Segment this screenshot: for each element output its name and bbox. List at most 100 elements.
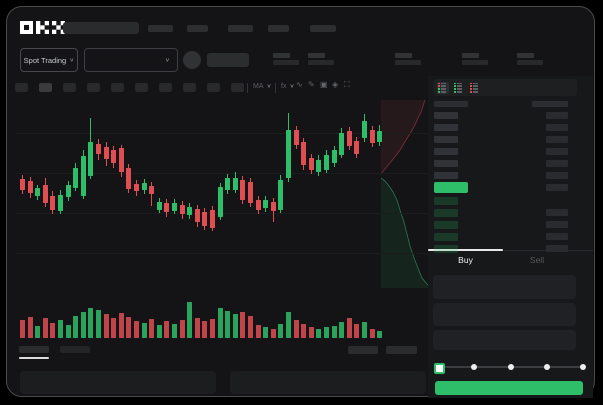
candle bbox=[42, 185, 48, 203]
orders-tab-placeholder[interactable] bbox=[19, 346, 49, 353]
nav-item-placeholder[interactable] bbox=[187, 25, 208, 32]
timeframe-button[interactable] bbox=[87, 83, 100, 92]
timeframe-button[interactable] bbox=[39, 83, 52, 92]
bid-price-placeholder[interactable] bbox=[434, 233, 458, 241]
trade-tabs-divider bbox=[428, 250, 593, 251]
slider-dot[interactable] bbox=[544, 364, 550, 370]
orderbook-view-split[interactable] bbox=[437, 81, 449, 94]
ask-price-placeholder[interactable] bbox=[434, 124, 458, 131]
stat-label-placeholder bbox=[308, 53, 325, 58]
ask-price-placeholder[interactable] bbox=[434, 148, 458, 155]
camera-icon[interactable]: ▣ bbox=[320, 80, 328, 89]
candle bbox=[248, 182, 253, 203]
price-input[interactable] bbox=[433, 275, 576, 299]
wave-icon[interactable]: ∿ bbox=[296, 80, 303, 89]
stat-value-placeholder bbox=[517, 60, 543, 65]
volume-bar bbox=[20, 320, 25, 338]
ma-indicator-dropdown[interactable]: MA ∨ bbox=[253, 83, 272, 90]
chevron-down-icon: ∨ bbox=[266, 83, 272, 90]
bid-price-placeholder[interactable] bbox=[434, 245, 458, 253]
timeframe-button[interactable] bbox=[135, 83, 148, 92]
orderbook-icon-row bbox=[438, 85, 446, 87]
slider-dot[interactable] bbox=[471, 364, 477, 370]
timeframe-button[interactable] bbox=[231, 83, 244, 92]
market-type-selector[interactable]: Spot Trading ∨ bbox=[20, 48, 78, 72]
slider-dot[interactable] bbox=[508, 364, 514, 370]
timeframe-button[interactable] bbox=[63, 83, 76, 92]
volume-bar bbox=[270, 329, 276, 338]
settings-icon[interactable]: ◈ bbox=[332, 80, 339, 89]
slider-handle[interactable] bbox=[434, 363, 445, 374]
candle bbox=[255, 200, 261, 210]
orderbook-icon-row bbox=[470, 85, 478, 87]
volume-bar bbox=[35, 326, 41, 338]
ask-amount-placeholder bbox=[546, 124, 568, 131]
candle bbox=[377, 131, 383, 142]
candle bbox=[103, 147, 109, 159]
orderbook-view-bids[interactable] bbox=[453, 82, 465, 94]
nav-item-placeholder[interactable] bbox=[268, 25, 289, 32]
stat-label-placeholder bbox=[395, 53, 412, 58]
timeframe-button[interactable] bbox=[207, 83, 220, 92]
nav-item-placeholder[interactable] bbox=[310, 25, 336, 32]
candle bbox=[149, 186, 155, 194]
ask-price-placeholder[interactable] bbox=[434, 112, 458, 119]
search-input[interactable] bbox=[63, 22, 139, 34]
ask-amount-placeholder bbox=[546, 160, 568, 167]
okx-logo bbox=[20, 21, 65, 34]
candle bbox=[225, 178, 231, 190]
orders-table-placeholder bbox=[20, 371, 216, 394]
timeframe-button[interactable] bbox=[15, 83, 28, 92]
slider-dot[interactable] bbox=[580, 364, 586, 370]
chevron-down-icon: ∨ bbox=[164, 57, 170, 63]
fx-indicator-dropdown[interactable]: fx ∨ bbox=[281, 83, 295, 90]
timeframe-button[interactable] bbox=[111, 83, 124, 92]
fullscreen-icon[interactable]: ⛶ bbox=[344, 80, 350, 89]
chart-footer-control-placeholder[interactable] bbox=[386, 346, 417, 354]
coin-avatar bbox=[183, 51, 201, 69]
ask-price-placeholder[interactable] bbox=[434, 172, 458, 179]
chart-gridline bbox=[15, 173, 428, 174]
orderbook-view-asks[interactable] bbox=[469, 82, 481, 94]
pair-selector-dropdown[interactable]: ∨ bbox=[84, 48, 178, 72]
bid-price-placeholder[interactable] bbox=[434, 209, 458, 217]
candle bbox=[27, 181, 33, 193]
stat-label-placeholder bbox=[517, 53, 534, 58]
ask-price-placeholder[interactable] bbox=[434, 136, 458, 143]
buy-button[interactable] bbox=[435, 381, 583, 395]
draw-icon[interactable]: ✎ bbox=[308, 80, 315, 89]
last-price-amount-placeholder bbox=[546, 184, 568, 191]
nav-item-placeholder[interactable] bbox=[228, 25, 253, 32]
volume-bar bbox=[118, 313, 124, 338]
volume-bar bbox=[217, 308, 223, 338]
candle bbox=[316, 160, 322, 172]
candle bbox=[354, 141, 360, 154]
candle bbox=[50, 196, 56, 210]
amount-input[interactable] bbox=[433, 303, 576, 326]
candle bbox=[58, 195, 63, 211]
candle bbox=[339, 133, 345, 155]
timeframe-button[interactable] bbox=[159, 83, 172, 92]
orderbook-icon-row bbox=[438, 90, 446, 93]
volume-bar bbox=[263, 327, 269, 338]
tab-sell[interactable]: Sell bbox=[529, 255, 545, 265]
chart-footer-control-placeholder[interactable] bbox=[348, 346, 378, 354]
volume-bar bbox=[362, 322, 367, 338]
active-tab-underline bbox=[19, 357, 49, 359]
candle bbox=[164, 203, 170, 212]
candle bbox=[80, 156, 86, 196]
toolbar-divider bbox=[247, 83, 248, 93]
total-input[interactable] bbox=[433, 330, 576, 350]
nav-item-placeholder[interactable] bbox=[148, 25, 173, 32]
candle bbox=[240, 180, 246, 200]
volume-bar bbox=[96, 310, 101, 338]
tab-buy[interactable]: Buy bbox=[458, 255, 473, 265]
bid-price-placeholder[interactable] bbox=[434, 197, 458, 205]
last-price-highlight[interactable] bbox=[434, 182, 468, 193]
history-tab-placeholder[interactable] bbox=[60, 346, 90, 353]
bid-price-placeholder[interactable] bbox=[434, 221, 458, 229]
volume-bar bbox=[324, 327, 329, 338]
timeframe-button[interactable] bbox=[183, 83, 196, 92]
ask-price-placeholder[interactable] bbox=[434, 160, 458, 167]
volume-bar bbox=[187, 302, 193, 338]
